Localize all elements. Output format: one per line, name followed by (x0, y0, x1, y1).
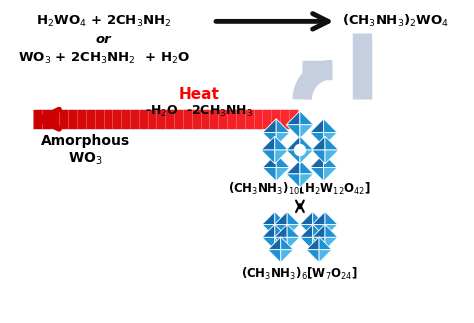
Polygon shape (275, 224, 288, 237)
Polygon shape (287, 224, 300, 237)
Polygon shape (274, 237, 287, 250)
Polygon shape (325, 224, 338, 237)
Text: WO$_3$ + 2CH$_3$NH$_2$  + H$_2$O: WO$_3$ + 2CH$_3$NH$_2$ + H$_2$O (18, 51, 190, 66)
Polygon shape (306, 250, 319, 263)
Polygon shape (286, 136, 300, 150)
Polygon shape (286, 160, 300, 174)
Text: (CH$_3$NH$_3$)$_{10}$[H$_2$W$_{12}$O$_{42}$]: (CH$_3$NH$_3$)$_{10}$[H$_2$W$_{12}$O$_{4… (228, 181, 372, 197)
Polygon shape (300, 160, 314, 174)
Circle shape (294, 144, 305, 156)
Polygon shape (324, 154, 337, 167)
Polygon shape (261, 136, 275, 150)
Polygon shape (268, 250, 281, 263)
Polygon shape (312, 237, 325, 250)
Polygon shape (286, 174, 300, 188)
Polygon shape (313, 224, 326, 237)
Polygon shape (281, 250, 293, 263)
Polygon shape (313, 237, 326, 250)
Polygon shape (286, 150, 300, 164)
Polygon shape (300, 125, 314, 139)
Polygon shape (313, 224, 326, 237)
Polygon shape (310, 167, 324, 181)
Polygon shape (300, 150, 314, 164)
Text: (CH$_3$NH$_3$)$_2$WO$_4$: (CH$_3$NH$_3$)$_2$WO$_4$ (342, 13, 449, 29)
Polygon shape (274, 224, 287, 237)
Polygon shape (286, 111, 300, 125)
Polygon shape (268, 237, 281, 250)
Polygon shape (274, 224, 287, 237)
Polygon shape (311, 150, 325, 164)
Polygon shape (312, 224, 325, 237)
Polygon shape (286, 125, 300, 139)
Polygon shape (276, 132, 290, 146)
Polygon shape (263, 167, 276, 181)
Polygon shape (262, 224, 275, 237)
Polygon shape (325, 224, 338, 237)
Polygon shape (300, 224, 313, 237)
Text: (CH$_3$NH$_3$)$_6$[W$_7$O$_{24}$]: (CH$_3$NH$_3$)$_6$[W$_7$O$_{24}$] (241, 266, 358, 282)
Polygon shape (312, 212, 325, 224)
Polygon shape (319, 250, 332, 263)
Polygon shape (300, 174, 314, 188)
Polygon shape (324, 119, 337, 132)
Text: Amorphous: Amorphous (41, 134, 130, 148)
Polygon shape (287, 237, 300, 250)
Polygon shape (275, 237, 288, 250)
Polygon shape (274, 212, 287, 224)
Polygon shape (300, 224, 313, 237)
Text: WO$_3$: WO$_3$ (68, 151, 103, 167)
Polygon shape (275, 224, 288, 237)
Polygon shape (306, 237, 319, 250)
Polygon shape (287, 212, 300, 224)
Polygon shape (300, 111, 314, 125)
Polygon shape (325, 237, 338, 250)
Polygon shape (324, 167, 337, 181)
Polygon shape (311, 136, 325, 150)
Polygon shape (262, 224, 275, 237)
Polygon shape (325, 136, 339, 150)
Polygon shape (325, 212, 338, 224)
Polygon shape (261, 150, 275, 164)
Text: -H$_2$O  -2CH$_3$NH$_3$: -H$_2$O -2CH$_3$NH$_3$ (146, 103, 254, 119)
Polygon shape (263, 154, 276, 167)
Polygon shape (275, 212, 288, 224)
Text: H$_2$WO$_4$ + 2CH$_3$NH$_2$: H$_2$WO$_4$ + 2CH$_3$NH$_2$ (36, 14, 171, 29)
Polygon shape (276, 119, 290, 132)
Polygon shape (262, 237, 275, 250)
Polygon shape (319, 237, 332, 250)
Polygon shape (300, 237, 313, 250)
Polygon shape (310, 132, 324, 146)
Polygon shape (312, 224, 325, 237)
Polygon shape (325, 150, 339, 164)
Polygon shape (300, 136, 314, 150)
Polygon shape (310, 154, 324, 167)
Polygon shape (300, 212, 313, 224)
Polygon shape (324, 132, 337, 146)
Polygon shape (263, 132, 276, 146)
Polygon shape (275, 150, 289, 164)
Polygon shape (287, 224, 300, 237)
Polygon shape (262, 212, 275, 224)
Polygon shape (263, 119, 276, 132)
Polygon shape (275, 136, 289, 150)
Polygon shape (313, 212, 326, 224)
Text: or: or (96, 33, 111, 46)
Polygon shape (276, 154, 290, 167)
Polygon shape (310, 119, 324, 132)
Polygon shape (276, 167, 290, 181)
Text: Heat: Heat (179, 88, 220, 102)
Polygon shape (281, 237, 293, 250)
